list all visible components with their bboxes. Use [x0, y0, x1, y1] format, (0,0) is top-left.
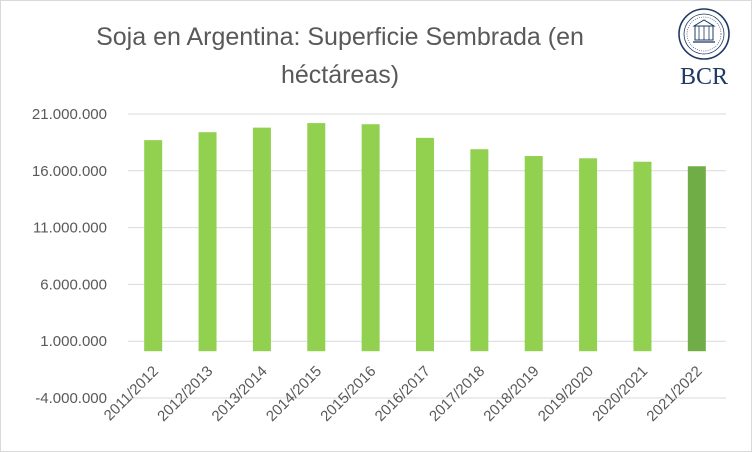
bar-2021-2022 [687, 166, 706, 352]
x-tick-label: 2021/2022 [643, 363, 705, 425]
logo-text: BCR [679, 64, 729, 90]
x-tick-label: 2015/2016 [317, 363, 379, 425]
x-tick-label: 2019/2020 [535, 363, 597, 425]
x-tick-label: 2017/2018 [426, 363, 488, 425]
y-tick-label: 1.000.000 [40, 333, 107, 350]
y-tick-label: 11.000.000 [33, 220, 107, 237]
bar-2012-2013 [198, 132, 217, 352]
x-tick-label: 2016/2017 [372, 363, 434, 425]
bar-2018-2019 [524, 156, 543, 352]
x-tick-label: 2013/2014 [209, 363, 271, 425]
bar-2014-2015 [307, 123, 326, 352]
x-tick-label: 2018/2019 [480, 363, 542, 425]
x-axis-tick-labels: 2011/20122012/20132013/20142014/20152015… [101, 363, 706, 425]
x-tick-label: 2014/2015 [263, 363, 325, 425]
y-tick-label: -4.000.000 [35, 390, 107, 407]
seal-icon [678, 8, 730, 60]
x-tick-label: 2012/2013 [154, 363, 216, 425]
y-tick-label: 6.000.000 [40, 276, 107, 293]
bar-2015-2016 [361, 124, 380, 352]
bcr-logo: BCR [668, 6, 740, 98]
x-tick-label: 2020/2021 [589, 363, 651, 425]
chart-title: Soja en Argentina: Superficie Sembrada (… [96, 23, 584, 89]
bar-2020-2021 [633, 161, 652, 352]
y-tick-label: 16.000.000 [32, 163, 107, 180]
x-tick-label: 2011/2012 [101, 363, 162, 424]
bar-2019-2020 [579, 158, 598, 352]
bar-2017-2018 [470, 149, 489, 352]
bar-2011-2012 [144, 140, 163, 352]
y-tick-label: 21.000.000 [32, 106, 107, 123]
bar-2016-2017 [416, 137, 434, 352]
bars [144, 123, 706, 352]
y-axis-tick-labels: 21.000.000 16.000.000 11.000.000 6.000.000 1… [32, 106, 107, 407]
bar-2013-2014 [252, 127, 271, 352]
